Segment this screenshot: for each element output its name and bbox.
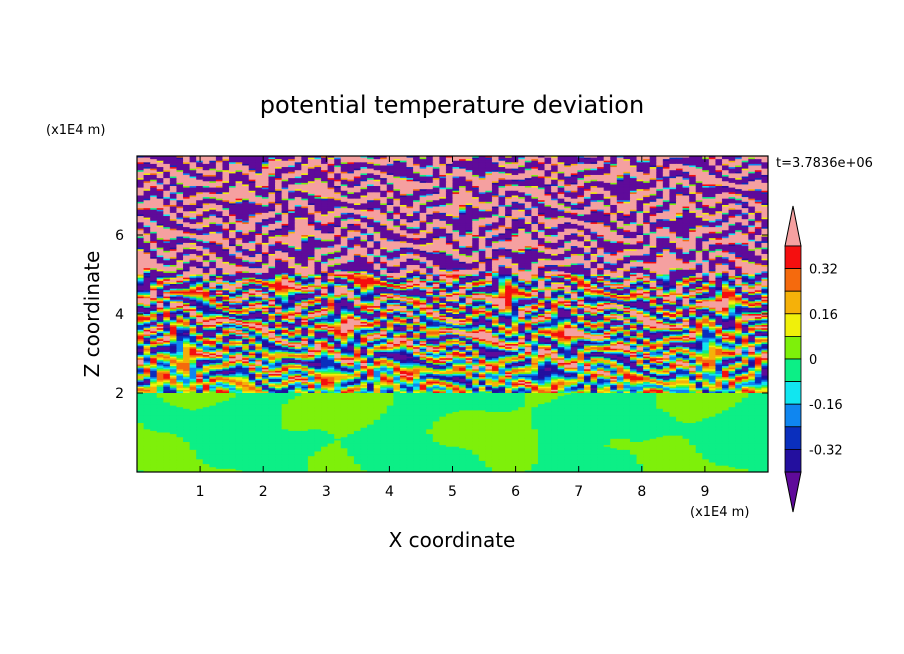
plot-area [137,156,769,473]
chart-title: potential temperature deviation [260,91,644,119]
contour-field [137,156,769,473]
time-label: t=3.7836e+06 [776,156,873,171]
y-unit-label: (x1E4 m) [46,123,105,138]
